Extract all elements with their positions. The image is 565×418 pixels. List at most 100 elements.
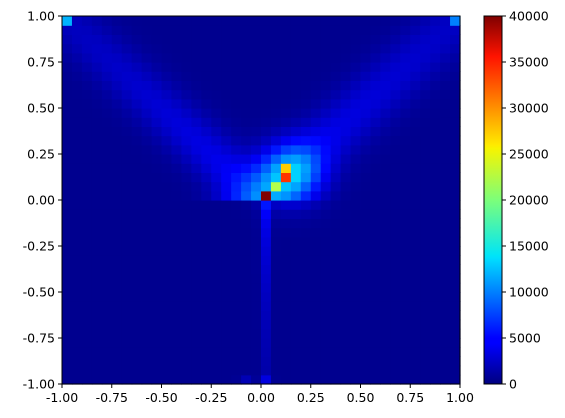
heatmap-cell — [290, 62, 302, 72]
heatmap-cell — [161, 52, 173, 63]
heatmap-cell — [261, 246, 272, 256]
heatmap-cell — [390, 282, 401, 293]
heatmap-cell — [340, 62, 352, 72]
heatmap-cell — [440, 264, 451, 275]
heatmap-cell — [71, 200, 83, 210]
heatmap-cell — [350, 264, 362, 275]
heatmap-cell — [181, 71, 192, 81]
heatmap-cell — [191, 365, 202, 376]
heatmap-cell — [241, 43, 252, 54]
heatmap-cell — [131, 108, 143, 118]
heatmap-cell — [241, 62, 252, 72]
heatmap-cell — [360, 338, 372, 348]
heatmap-cell — [410, 71, 421, 81]
heatmap-cell — [62, 310, 73, 321]
heatmap-cell — [360, 190, 372, 201]
heatmap-cell — [121, 154, 133, 164]
heatmap-cell — [300, 227, 312, 238]
heatmap-cell — [151, 144, 163, 155]
heatmap-cell — [320, 181, 332, 192]
heatmap-cell — [270, 34, 282, 45]
heatmap-cell — [121, 365, 133, 376]
heatmap-cell — [141, 347, 153, 357]
heatmap-cell — [241, 338, 252, 348]
heatmap-cell — [350, 98, 362, 109]
heatmap-cell — [320, 356, 332, 367]
heatmap-cell — [310, 108, 322, 118]
heatmap-cell — [91, 292, 103, 302]
heatmap-cell — [290, 80, 302, 91]
heatmap-cell — [151, 89, 163, 100]
heatmap-cell — [440, 52, 451, 63]
heatmap-cell — [161, 356, 173, 367]
heatmap-cell — [111, 144, 123, 155]
heatmap-cell — [370, 135, 381, 146]
heatmap-cell — [191, 43, 202, 54]
heatmap-cell — [420, 43, 431, 54]
heatmap-cell — [420, 52, 431, 63]
heatmap-cell — [251, 16, 262, 26]
heatmap-cell — [430, 365, 441, 376]
heatmap-cell — [360, 356, 372, 367]
heatmap-cell — [191, 52, 202, 63]
heatmap-cell — [300, 126, 312, 137]
heatmap-cell — [62, 282, 73, 293]
heatmap-cell — [290, 301, 302, 311]
heatmap-cell — [161, 328, 173, 339]
heatmap-cell — [131, 163, 143, 173]
heatmap-cell — [171, 43, 182, 54]
heatmap-cell — [290, 117, 302, 127]
heatmap-cell — [430, 172, 441, 183]
heatmap-cell — [430, 71, 441, 81]
heatmap-cell — [241, 135, 252, 146]
heatmap-cell — [131, 172, 143, 183]
heatmap-cell — [400, 144, 411, 155]
x-tick-label: 1.00 — [446, 390, 474, 405]
heatmap-cell — [380, 347, 391, 357]
heatmap-cell — [400, 301, 411, 311]
heatmap-cell — [191, 25, 202, 35]
heatmap-cell — [310, 292, 322, 302]
heatmap-cell — [191, 117, 202, 127]
heatmap-cell — [171, 126, 182, 137]
heatmap-cell — [300, 98, 312, 109]
heatmap-cell — [221, 144, 232, 155]
heatmap-cell — [251, 218, 262, 229]
heatmap-cell — [111, 255, 123, 265]
heatmap-cell — [340, 347, 352, 357]
heatmap-cell — [181, 16, 192, 26]
heatmap-cell — [181, 255, 192, 265]
heatmap-cell — [390, 356, 401, 367]
heatmap-cell — [440, 135, 451, 146]
heatmap-cell — [360, 236, 372, 247]
heatmap-cell — [410, 181, 421, 192]
heatmap-cell — [231, 292, 242, 302]
heatmap-cell — [450, 264, 461, 275]
heatmap-cell — [221, 264, 232, 275]
heatmap-cell — [370, 25, 381, 35]
heatmap-cell — [62, 338, 73, 348]
heatmap-cell — [161, 43, 173, 54]
heatmap-cell — [280, 52, 292, 63]
heatmap-cell — [91, 246, 103, 256]
heatmap-cell — [251, 62, 262, 72]
heatmap-cell — [310, 16, 322, 26]
heatmap-cell — [330, 71, 342, 81]
heatmap-cell — [350, 328, 362, 339]
heatmap-cell — [111, 356, 123, 367]
heatmap-cell — [420, 190, 431, 201]
heatmap-cell — [400, 108, 411, 118]
heatmap-cell — [191, 34, 202, 45]
heatmap-cell — [410, 365, 421, 376]
heatmap-cell — [91, 338, 103, 348]
heatmap-cell — [330, 236, 342, 247]
heatmap-cell — [62, 126, 73, 137]
heatmap-cell — [300, 62, 312, 72]
heatmap-cell — [62, 218, 73, 229]
heatmap-cell — [390, 135, 401, 146]
heatmap-cell — [211, 43, 222, 54]
heatmap-cell — [171, 16, 182, 26]
heatmap-cell — [141, 181, 153, 192]
heatmap-cell — [320, 190, 332, 201]
heatmap-cell — [151, 71, 163, 81]
